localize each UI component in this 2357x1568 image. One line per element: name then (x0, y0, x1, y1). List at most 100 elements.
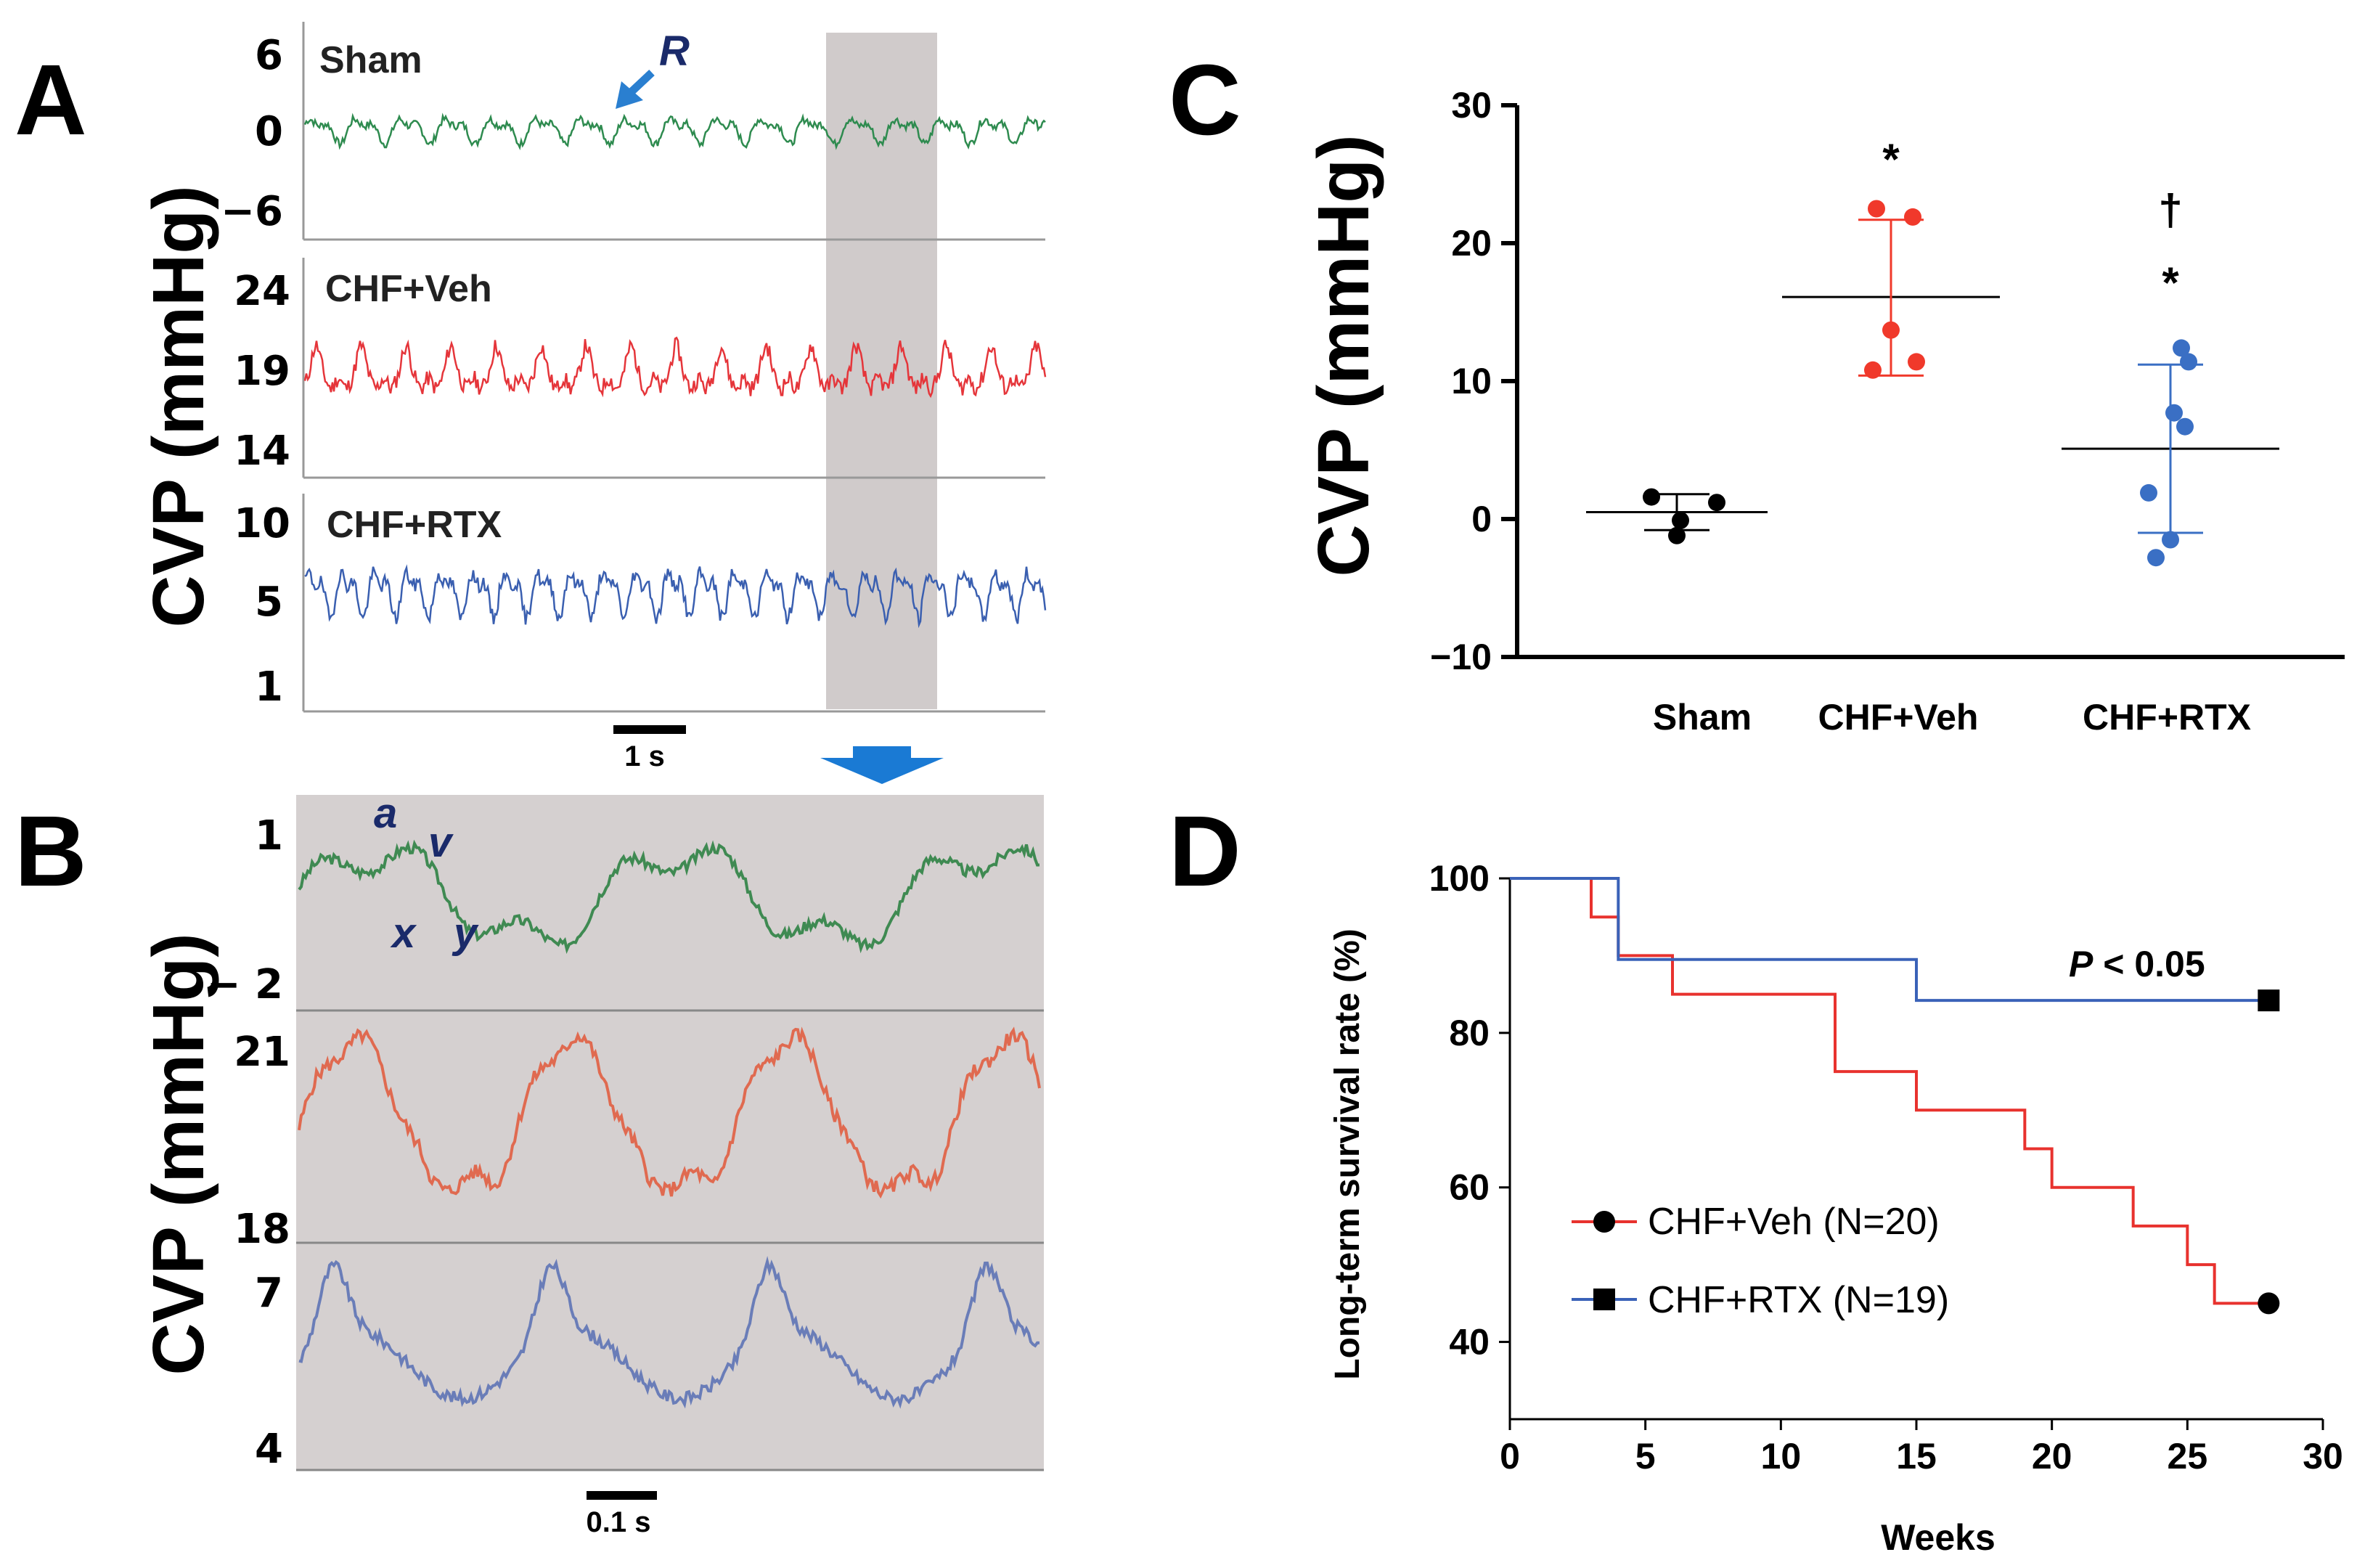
panel-c-point-1 (1908, 353, 1925, 371)
down-arrow-icon (820, 746, 944, 784)
panel-d-xtick-label: 5 (1635, 1436, 1656, 1477)
panel-c-ytick-label: −10 (1430, 637, 1492, 677)
panel-d-end-marker-0 (2258, 1292, 2280, 1315)
panel-b-wave-v: v (428, 819, 454, 866)
panel-c-ytick-label: 30 (1451, 85, 1492, 126)
panel-d-ytick-label: 80 (1449, 1013, 1490, 1053)
panel-d-ytick-label: 40 (1449, 1322, 1490, 1363)
panel-c-point-2 (2162, 531, 2179, 549)
panel-d-legend: CHF+Veh (N=20) CHF+RTX (N=19) (1572, 1201, 1949, 1321)
panel-d-ytick-label: 100 (1429, 858, 1490, 899)
panel-c-point-1 (1868, 200, 1885, 218)
panel-c-point-0 (1708, 494, 1725, 512)
panel-a-letter: A (15, 44, 87, 156)
panel-a-label-veh: CHF+Veh (325, 268, 492, 310)
panel-c-xlabel-rtx: CHF+RTX (2083, 697, 2251, 738)
panel-c-ytick-label: 20 (1451, 223, 1492, 264)
panel-b-scalebar: 0.1 s (587, 1491, 657, 1538)
panel-c-ylabel: CVP (mmHg) (1303, 134, 1384, 576)
panel-c-point-0 (1643, 488, 1660, 506)
panel-b-trace-rtx (298, 1256, 1040, 1409)
panel-c-xlabel-veh: CHF+Veh (1818, 697, 1979, 738)
panel-d-pvalue: P < 0.05 (2069, 944, 2205, 984)
panel-d-end-marker-1 (2258, 989, 2280, 1012)
panel-d-letter: D (1169, 796, 1241, 907)
panel-c-significance-2: * (2162, 258, 2179, 307)
panel-a-ylabel: CVP (mmHg) (138, 185, 219, 627)
panel-c-point-2 (2180, 353, 2197, 371)
panel-a-sham-tick-mid: 0 (255, 108, 283, 155)
legend-rtx-label: CHF+RTX (N=19) (1648, 1279, 1949, 1321)
panel-a-frame-rtx (302, 494, 1045, 713)
panel-b-rtx-tick-bottom: 4 (255, 1426, 283, 1473)
panel-c-point-2 (2165, 404, 2183, 422)
panel-c-point-1 (1904, 208, 1921, 226)
panel-c-letter: C (1169, 44, 1241, 156)
panel-d-ticks: 0 5 10 15 20 25 30 100 80 60 40 (1429, 858, 2343, 1477)
panel-b-wave-x: x (390, 910, 417, 957)
panel-a-rtx-tick-bottom: 1 (255, 663, 283, 711)
panel-d-xtick-label: 10 (1761, 1436, 1802, 1477)
panel-c-point-2 (2176, 417, 2194, 436)
panel-b-sham-tick-top: 1 (255, 812, 283, 859)
legend-veh-label: CHF+Veh (N=20) (1648, 1201, 1940, 1243)
panel-d-marks (1510, 877, 2280, 1315)
legend-rtx-marker (1593, 1289, 1615, 1310)
panel-c-point-2 (2173, 339, 2190, 357)
panel-a-r-arrow-icon (616, 69, 655, 109)
panel-b-wave-y: y (452, 910, 479, 957)
panel-d-ylabel: Long-term survival rate (%) (1328, 928, 1367, 1379)
panel-c-marks: * * † (1586, 135, 2279, 567)
panel-a-sham-tick-bottom: −6 (221, 188, 283, 235)
panel-b-letter: B (15, 796, 87, 907)
panel-a-trace-sham (303, 113, 1046, 151)
panel-d: D Long-term survival rate (%) 0 5 10 15 20 25… (1169, 796, 2343, 1558)
panel-a-veh-tick-mid: 19 (234, 348, 290, 395)
panel-a-label-rtx: CHF+RTX (327, 504, 502, 546)
panel-c-point-1 (1882, 321, 1900, 339)
panel-d-xtick-label: 30 (2303, 1436, 2343, 1477)
panel-c-ytick-label: 10 (1451, 361, 1492, 401)
panel-c-ytick-label: 0 (1471, 499, 1492, 539)
panel-b-scalebar-label: 0.1 s (587, 1506, 651, 1538)
panel-a-frame-veh (302, 258, 1045, 479)
panel-b: B CVP (mmHg) 1 − 2 21 18 7 4 a v x y 0.1… (15, 790, 1044, 1538)
panel-a-r-wave-label: R (659, 28, 690, 75)
panel-c-point-0 (1668, 526, 1686, 544)
panel-d-xtick-label: 20 (2032, 1436, 2072, 1477)
panel-c-significance-2: † (2158, 186, 2182, 234)
panel-b-background (296, 795, 1044, 1470)
panel-b-trace-veh (298, 1026, 1041, 1199)
panel-d-xtick-label: 25 (2168, 1436, 2208, 1477)
panel-a-rtx-tick-mid: 5 (255, 579, 283, 626)
panel-a-sham-tick-top: 6 (255, 32, 283, 79)
panel-d-xlabel: Weeks (1881, 1517, 1996, 1558)
legend-veh-marker (1593, 1211, 1615, 1233)
panel-a-trace-rtx (304, 564, 1047, 629)
panel-a-frame-sham (302, 22, 1045, 241)
panel-b-wave-a: a (374, 790, 397, 837)
panel-d-line-1 (1510, 877, 2269, 1003)
panel-c-point-0 (1672, 511, 1689, 529)
panel-c: C CVP (mmHg) 30 20 10 0 −10 * * † Sham CHF+Veh… (1169, 44, 2345, 738)
panel-d-xtick-label: 15 (1896, 1436, 1937, 1477)
panel-a-veh-tick-bottom: 14 (234, 428, 290, 475)
panel-a-scalebar: 1 s (613, 725, 686, 772)
panel-c-xlabel-sham: Sham (1653, 697, 1752, 738)
panel-b-veh-tick-top: 21 (234, 1029, 290, 1076)
panel-c-significance-1: * (1882, 135, 1900, 184)
panel-a-rtx-tick-top: 10 (234, 500, 290, 547)
panel-a: A CVP (mmHg) 6 0 −6 24 19 14 10 5 1 Sham… (15, 22, 1047, 784)
panel-c-yticks: 30 20 10 0 −10 (1430, 85, 1517, 677)
panel-c-point-2 (2140, 483, 2157, 502)
panel-b-sham-tick-bottom: − 2 (207, 961, 283, 1008)
panel-d-ytick-label: 60 (1449, 1167, 1490, 1208)
panel-b-trace-sham (298, 839, 1040, 955)
panel-b-veh-tick-bottom: 18 (234, 1206, 290, 1253)
panel-a-scalebar-label: 1 s (624, 740, 665, 772)
panel-a-trace-veh (303, 336, 1047, 399)
panel-a-highlight-band (826, 33, 937, 709)
panel-a-label-sham: Sham (319, 39, 422, 81)
panel-a-veh-tick-top: 24 (234, 268, 290, 315)
